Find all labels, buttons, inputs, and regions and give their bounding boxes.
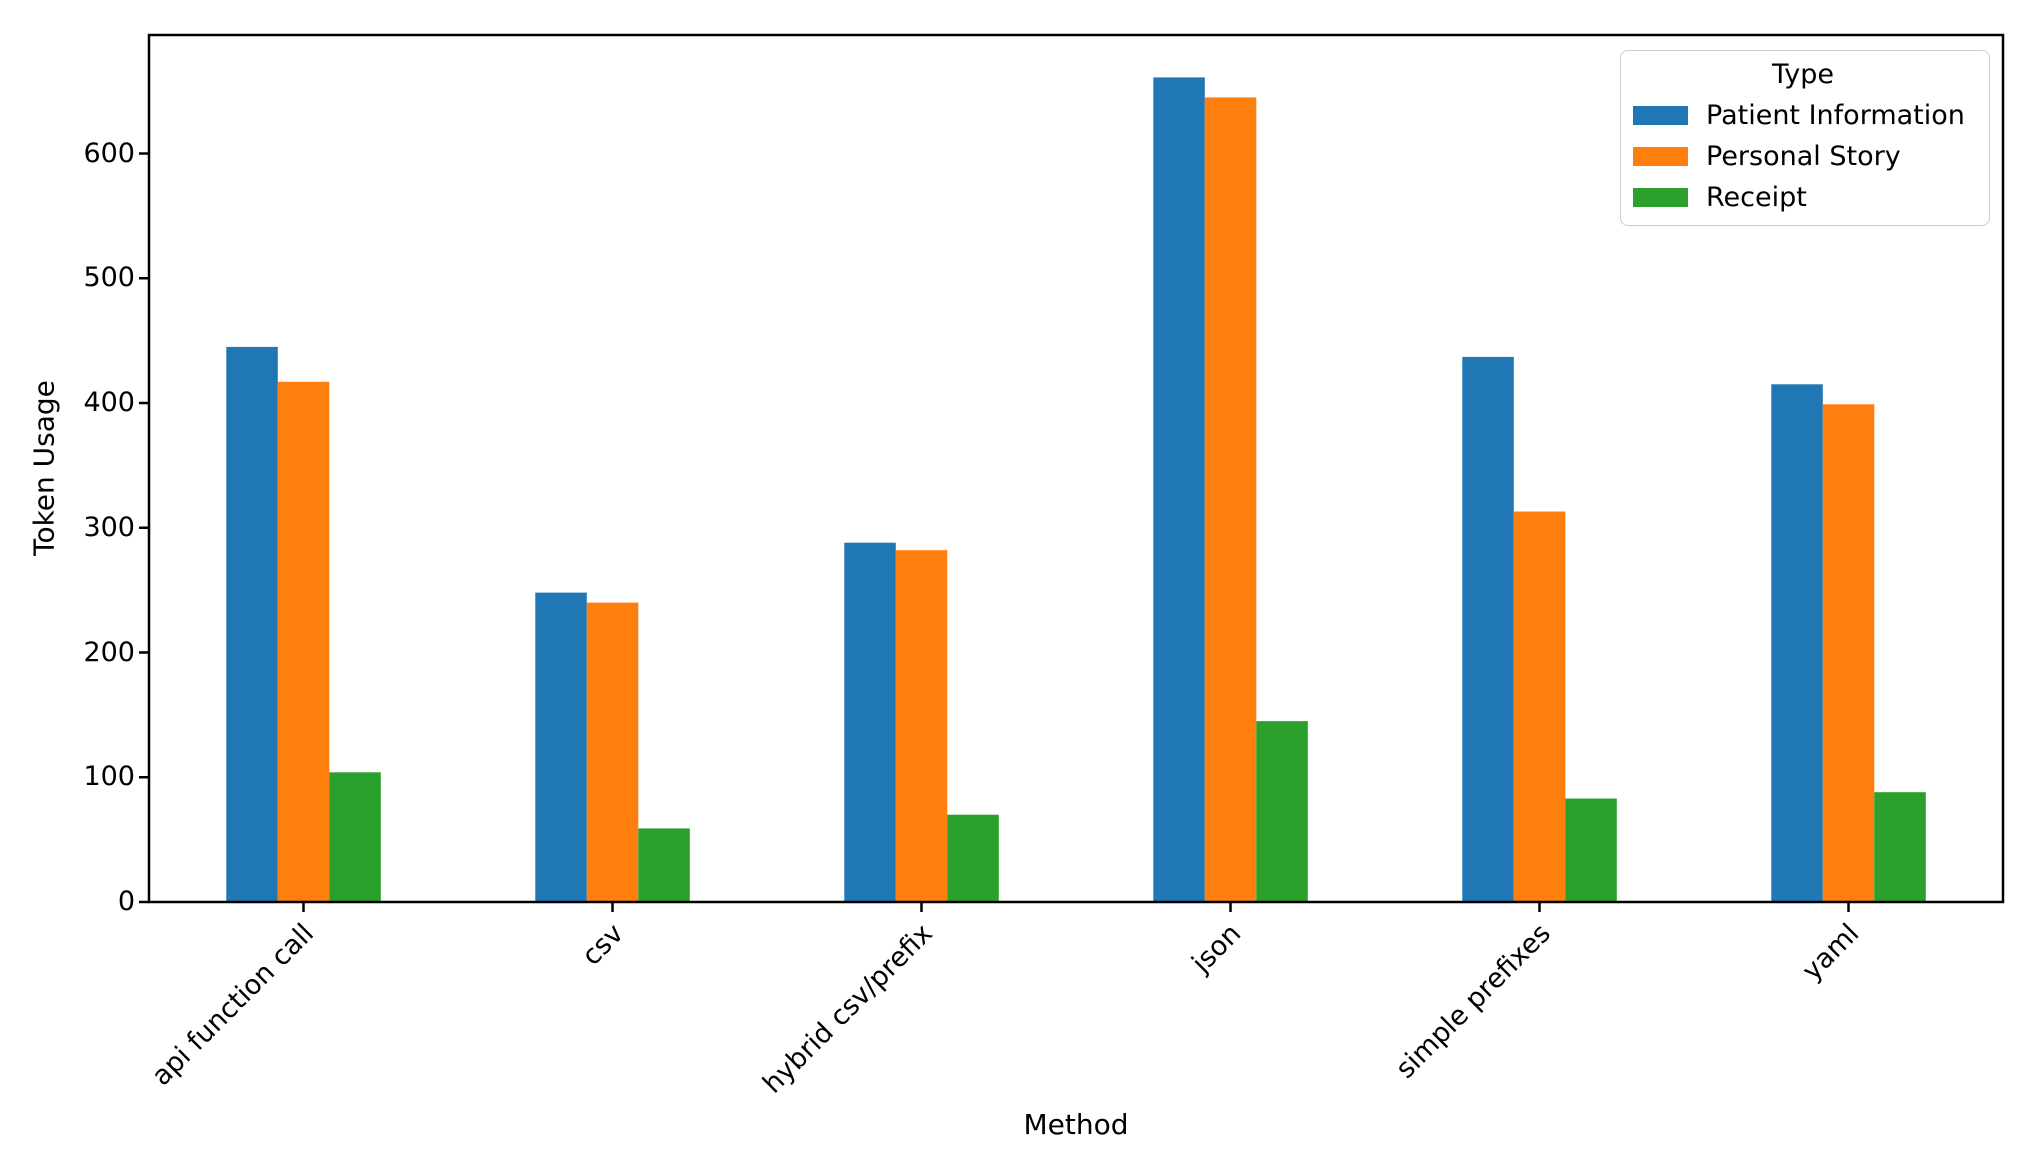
x-axis-label: Method xyxy=(1023,1108,1129,1141)
y-tick-label: 200 xyxy=(83,636,135,668)
y-tick-label: 0 xyxy=(117,886,135,917)
bar-patient-information-api-function-call xyxy=(226,346,278,902)
bar-personal-story-csv xyxy=(586,602,639,902)
legend-label: Patient Information xyxy=(1706,100,1965,131)
legend-items: Patient Information Personal Story Receipt xyxy=(1633,100,1973,213)
legend-swatch-icon xyxy=(1633,106,1688,125)
legend-item: Receipt xyxy=(1633,182,1973,213)
plot-border xyxy=(147,33,2005,904)
legend-swatch-icon xyxy=(1633,147,1688,166)
bar-patient-information-json xyxy=(1153,77,1205,902)
bar-personal-story-yaml xyxy=(1822,404,1875,902)
bar-personal-story-api-function-call xyxy=(277,381,330,902)
bar-personal-story-json xyxy=(1204,97,1257,902)
legend-label: Receipt xyxy=(1706,182,1807,213)
bar-personal-story-hybrid-csv-prefix xyxy=(895,550,948,902)
bar-receipt-json xyxy=(1256,721,1308,902)
bar-patient-information-simple-prefixes xyxy=(1462,356,1514,902)
y-tick-label: 300 xyxy=(83,511,135,543)
y-tick-label: 500 xyxy=(83,262,135,294)
legend-item: Personal Story xyxy=(1633,141,1973,172)
legend-title: Type xyxy=(1771,59,1834,90)
bar-receipt-api-function-call xyxy=(329,772,381,902)
y-axis-label: Token Usage xyxy=(27,380,61,556)
bar-receipt-simple-prefixes xyxy=(1565,798,1617,902)
legend-label: Personal Story xyxy=(1706,141,1901,172)
bar-patient-information-yaml xyxy=(1771,384,1823,902)
bar-receipt-hybrid-csv-prefix xyxy=(947,814,999,902)
bar-patient-information-hybrid-csv-prefix xyxy=(844,542,896,902)
bar-receipt-csv xyxy=(638,828,690,902)
legend: Type Patient Information Personal Story Re… xyxy=(1620,50,1990,226)
bar-personal-story-simple-prefixes xyxy=(1513,511,1566,902)
y-tick-label: 600 xyxy=(83,137,135,169)
bar-receipt-yaml xyxy=(1874,792,1926,902)
bar-patient-information-csv xyxy=(535,592,587,902)
legend-swatch-icon xyxy=(1633,188,1688,207)
y-tick-label: 400 xyxy=(83,387,135,418)
legend-item: Patient Information xyxy=(1633,100,1973,131)
y-tick-label: 100 xyxy=(83,761,135,793)
